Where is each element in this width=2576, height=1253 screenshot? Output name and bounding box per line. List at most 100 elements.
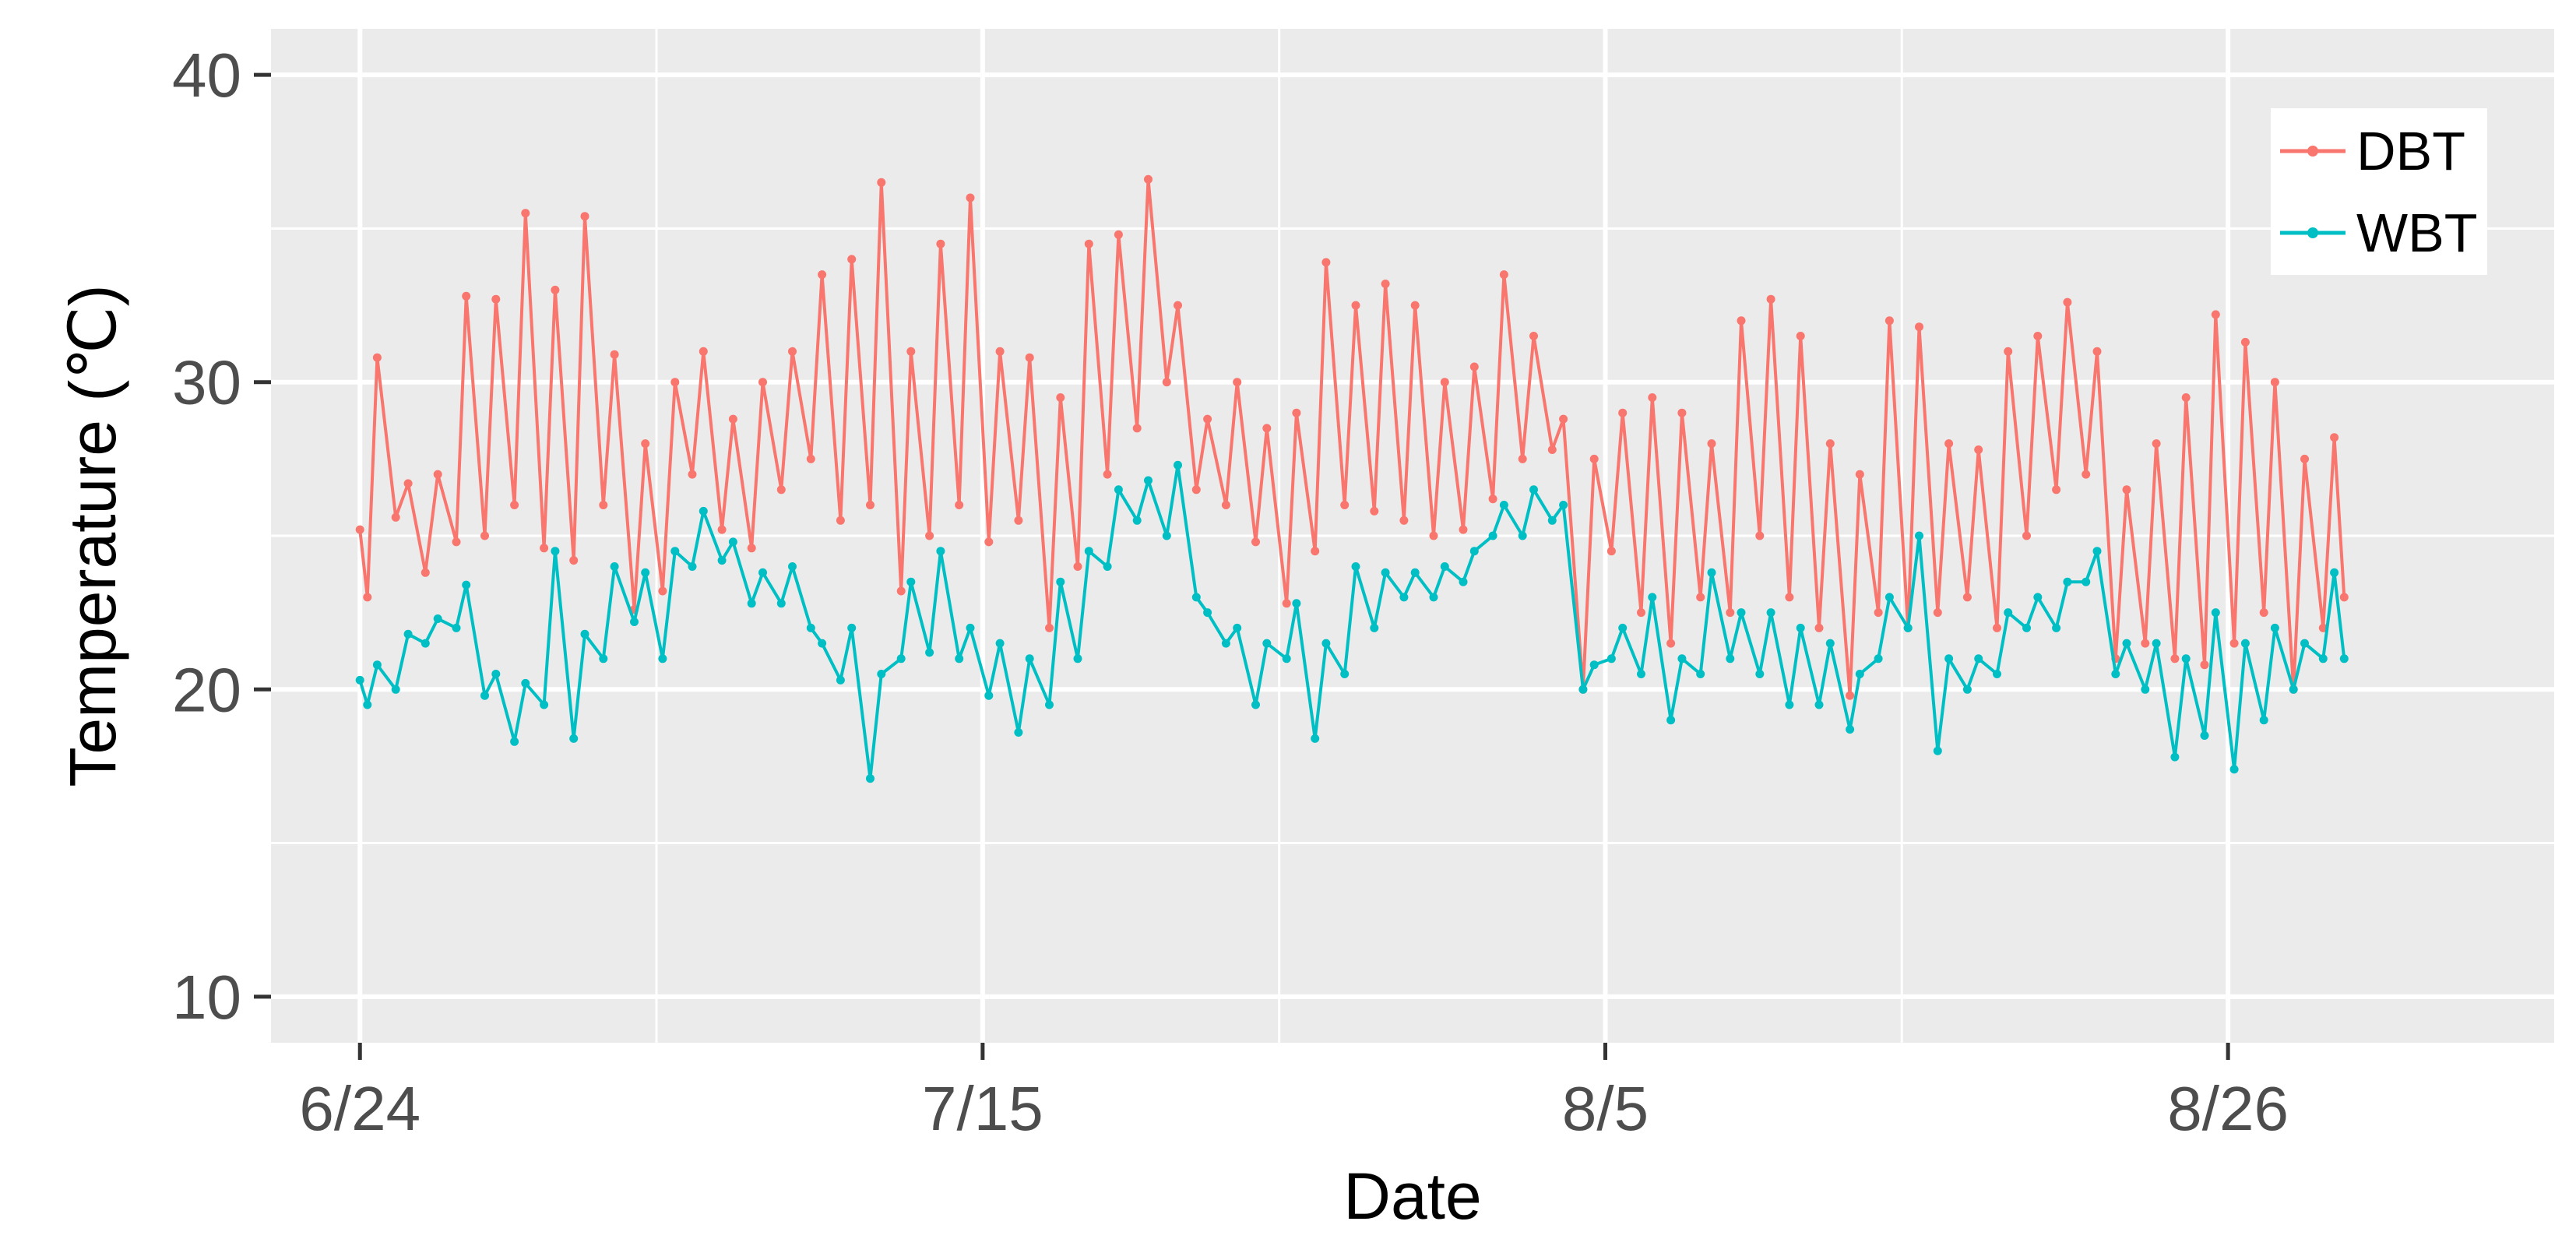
data-point [580, 629, 589, 639]
data-point [1056, 577, 1065, 586]
data-point [1766, 294, 1775, 304]
data-point [2111, 670, 2120, 678]
axes: 10 20 30 40 6/24 7/15 8/5 8/26 [172, 40, 2289, 1143]
data-point [1796, 332, 1805, 340]
data-point [1144, 174, 1153, 184]
data-series [355, 174, 2349, 783]
data-point [1073, 562, 1082, 571]
data-point [2170, 752, 2180, 762]
data-point [1726, 654, 1735, 663]
series-line-dbt [358, 178, 2346, 698]
y-axis-title: Temperature (℃) [56, 284, 129, 787]
data-point [2082, 470, 2091, 479]
data-point [1321, 258, 1331, 267]
data-point [1144, 476, 1153, 485]
data-point [866, 774, 875, 783]
data-point [1440, 378, 1449, 387]
legend-label: WBT [2356, 202, 2478, 263]
data-point [1440, 562, 1449, 571]
data-point [1488, 531, 1497, 540]
data-point [2300, 639, 2309, 648]
data-point [2063, 577, 2072, 586]
data-point [452, 537, 461, 547]
data-point [2330, 568, 2339, 577]
data-point [1518, 454, 1527, 463]
data-point [1884, 316, 1894, 326]
data-point [1974, 654, 1983, 663]
data-point [670, 547, 680, 556]
data-point [836, 675, 845, 685]
data-point [2200, 660, 2209, 670]
data-point [1025, 353, 1034, 362]
data-point [1262, 639, 1272, 648]
data-point [2229, 639, 2239, 648]
data-point [355, 525, 364, 534]
data-point [1846, 725, 1855, 734]
y-tick-label: 10 [172, 963, 241, 1032]
y-tick-label: 30 [172, 348, 241, 417]
data-point [1114, 485, 1123, 495]
data-point [2022, 623, 2031, 632]
data-point [540, 544, 549, 553]
data-point [1132, 424, 1142, 433]
data-point [1755, 531, 1765, 540]
data-point [1666, 639, 1676, 648]
data-point [788, 347, 797, 356]
data-point [2339, 593, 2349, 602]
data-point [1974, 445, 1983, 454]
data-point [2289, 685, 2298, 694]
data-point [2211, 608, 2220, 618]
data-point [1282, 654, 1291, 663]
data-point [984, 691, 994, 700]
data-point [2152, 439, 2161, 449]
data-point [936, 239, 945, 248]
legend-key-point [2307, 227, 2318, 238]
data-point [462, 580, 471, 590]
data-point [2092, 347, 2102, 356]
legend-label: DBT [2356, 121, 2465, 181]
data-point [1726, 608, 1735, 618]
data-point [1944, 439, 1954, 449]
x-tick-label: 7/15 [922, 1074, 1043, 1143]
data-point [1737, 316, 1746, 326]
data-point [1381, 280, 1390, 288]
data-point [1915, 322, 1923, 332]
data-point [1589, 454, 1599, 463]
data-point [510, 737, 519, 746]
data-point [2022, 531, 2031, 540]
data-point [1874, 654, 1883, 663]
data-point [1292, 408, 1301, 417]
data-point [1191, 485, 1201, 495]
data-point [847, 255, 857, 264]
data-point [363, 700, 372, 709]
data-point [2141, 639, 2150, 648]
data-point [2259, 716, 2268, 725]
data-point [836, 516, 845, 525]
data-point [2052, 623, 2061, 632]
data-point [1559, 414, 1568, 424]
data-point [847, 623, 857, 632]
data-point [1429, 593, 1438, 602]
data-point [1962, 593, 1972, 602]
data-point [1233, 623, 1242, 632]
data-point [1203, 414, 1212, 424]
data-point [1233, 378, 1242, 387]
data-point [1282, 599, 1291, 608]
data-point [1766, 608, 1775, 618]
data-point [1340, 670, 1350, 678]
data-point [1944, 654, 1954, 663]
legend: DBT WBT [2271, 108, 2487, 275]
data-point [491, 670, 501, 678]
data-point [877, 670, 886, 678]
legend-key-point [2307, 146, 2318, 157]
data-point [699, 347, 708, 356]
data-point [925, 648, 934, 657]
legend-item-wbt: WBT [2280, 202, 2478, 263]
y-tick-label: 40 [172, 40, 241, 110]
data-point [1174, 460, 1182, 470]
data-point [1191, 593, 1201, 602]
data-point [2052, 485, 2061, 495]
data-point [2004, 347, 2013, 356]
data-point [925, 531, 934, 540]
data-point [2122, 639, 2131, 648]
